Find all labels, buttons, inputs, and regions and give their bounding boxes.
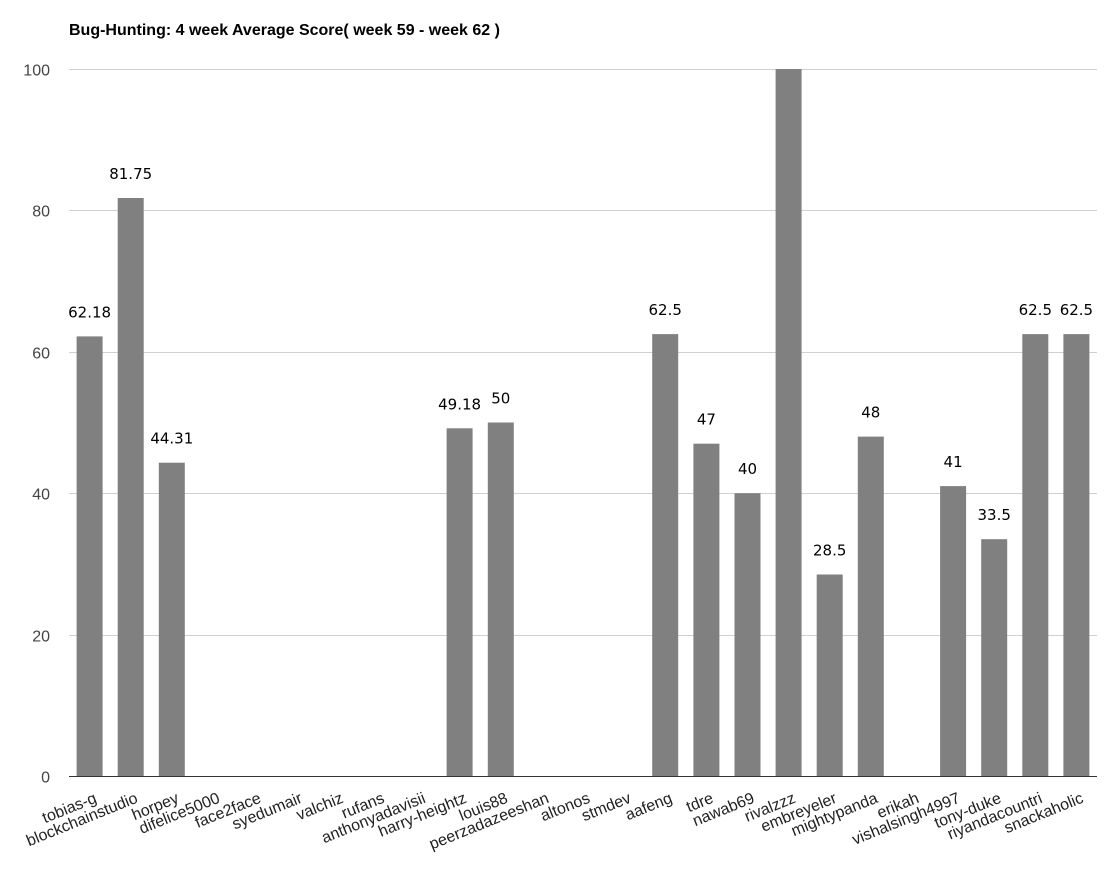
- data-label: 48: [861, 404, 880, 422]
- data-label: 62.18: [68, 303, 111, 321]
- data-label: 50: [491, 390, 510, 408]
- data-labels: 62.18 81.75 44.31 49.18 50 62.5 47 40 28.5 48 41 33…: [68, 165, 1093, 560]
- bar: [1022, 334, 1049, 776]
- data-label: 62.5: [1060, 301, 1093, 319]
- y-tick-label: 100: [23, 63, 50, 80]
- x-tick-label: valchiz: [294, 790, 346, 824]
- data-label: 33.5: [977, 506, 1010, 524]
- bar: [487, 422, 514, 776]
- chart-title: Bug-Hunting: 4 week Average Score( week …: [69, 22, 500, 39]
- data-label: 44.31: [150, 430, 193, 448]
- y-tick-label: 40: [32, 487, 50, 504]
- y-tick-label: 0: [41, 770, 50, 787]
- bar: [76, 336, 103, 776]
- bar: [693, 443, 720, 776]
- bars: [76, 69, 1090, 776]
- data-label: 41: [944, 453, 963, 471]
- data-label: 49.18: [438, 395, 481, 413]
- bar: [775, 69, 802, 776]
- data-label: 62.5: [648, 301, 681, 319]
- data-label: 28.5: [813, 542, 846, 560]
- bar: [816, 574, 843, 776]
- x-tick-label: aafeng: [623, 790, 675, 824]
- bar: [734, 493, 761, 776]
- gridlines: [69, 69, 1097, 636]
- bar: [158, 462, 185, 776]
- bar: [857, 436, 884, 776]
- bar: [652, 334, 679, 776]
- data-label: 62.5: [1019, 301, 1052, 319]
- bar: [981, 539, 1008, 776]
- bar: [1063, 334, 1090, 776]
- data-label: 81.75: [109, 165, 152, 183]
- y-tick-label: 80: [32, 204, 50, 221]
- y-tick-label: 60: [32, 346, 50, 363]
- bar: [446, 428, 473, 776]
- y-axis-ticks: 0 20 40 60 80 100: [23, 63, 50, 787]
- data-label: 47: [697, 411, 716, 429]
- bar: [117, 198, 144, 776]
- data-label: 40: [738, 460, 757, 478]
- x-axis-ticks: tobias-gblockchainstudiohorpeydifelice50…: [24, 790, 1086, 854]
- y-tick-label: 20: [32, 629, 50, 646]
- bar: [940, 486, 967, 776]
